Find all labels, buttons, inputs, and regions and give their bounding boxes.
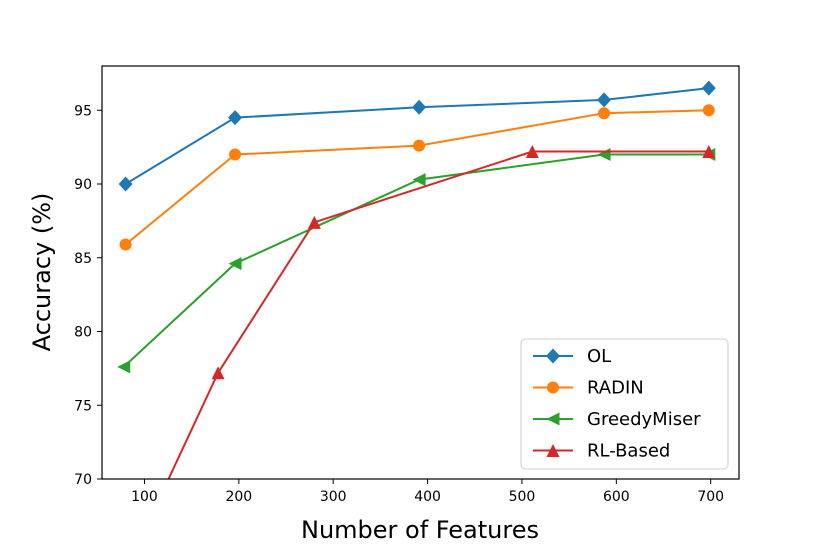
legend: OL RADIN GreedyMiser RL-Based [520, 338, 729, 470]
legend-box [520, 338, 729, 470]
data-point-ol [228, 110, 243, 126]
data-point-rl-based [702, 145, 716, 159]
y-tick-label: 75 [74, 398, 92, 414]
x-tick-label: 200 [225, 489, 252, 505]
legend-marker-rl-based [546, 444, 560, 457]
data-point-radin [413, 139, 426, 152]
legend-marker-ol [546, 348, 560, 364]
y-axis-label: Accuracy (%) [28, 193, 56, 352]
x-tick-label: 300 [320, 489, 347, 505]
legend-label: RL-Based [587, 441, 670, 462]
data-point-greedymiser [597, 148, 611, 161]
x-tick-label: 500 [509, 489, 536, 505]
x-axis-label: Number of Features [301, 516, 539, 544]
series-radin [119, 104, 715, 251]
y-tick-label: 90 [74, 177, 92, 193]
data-point-greedymiser [228, 257, 242, 271]
y-tick-label: 85 [74, 251, 92, 267]
data-point-ol [597, 92, 612, 108]
data-point-ol [412, 99, 427, 115]
x-axis: 100 200 300 400 500 600 700 [131, 479, 724, 505]
legend-item-greedymiser: GreedyMiser [533, 409, 701, 430]
data-point-ol [118, 176, 133, 192]
x-tick-label: 700 [697, 489, 724, 505]
legend-label: GreedyMiser [587, 409, 701, 430]
legend-marker-greedymiser [546, 412, 560, 426]
series-ol [118, 80, 716, 192]
x-tick-label: 100 [131, 489, 158, 505]
legend-item-ol: OL [533, 346, 611, 367]
data-point-rl-based [525, 145, 539, 159]
plot-area-frame [101, 65, 740, 480]
data-point-rl-based [138, 524, 151, 537]
x-tick-label: 600 [603, 489, 630, 505]
data-point-radin [702, 104, 715, 117]
data-point-greedymiser [412, 173, 426, 187]
legend-label: OL [587, 346, 611, 367]
y-tick-label: 95 [74, 103, 92, 119]
data-point-radin [119, 238, 132, 251]
y-tick-label: 80 [74, 325, 92, 341]
data-point-rl-based [307, 215, 321, 229]
data-point-radin [598, 107, 611, 120]
legend-item-radin: RADIN [533, 378, 644, 399]
y-axis: 70 75 80 85 90 95 [74, 103, 102, 488]
legend-item-rl-based: RL-Based [533, 441, 670, 462]
legend-label: RADIN [587, 378, 644, 399]
series-rl-based [138, 145, 716, 537]
data-point-greedymiser [117, 360, 131, 374]
data-point-radin [229, 148, 242, 161]
series-line-greedymiser [123, 153, 709, 368]
data-point-ol [701, 80, 716, 96]
y-tick-label: 70 [74, 472, 92, 488]
data-point-rl-based [211, 366, 225, 380]
x-tick-label: 400 [414, 489, 441, 505]
legend-marker-radin [547, 381, 559, 394]
